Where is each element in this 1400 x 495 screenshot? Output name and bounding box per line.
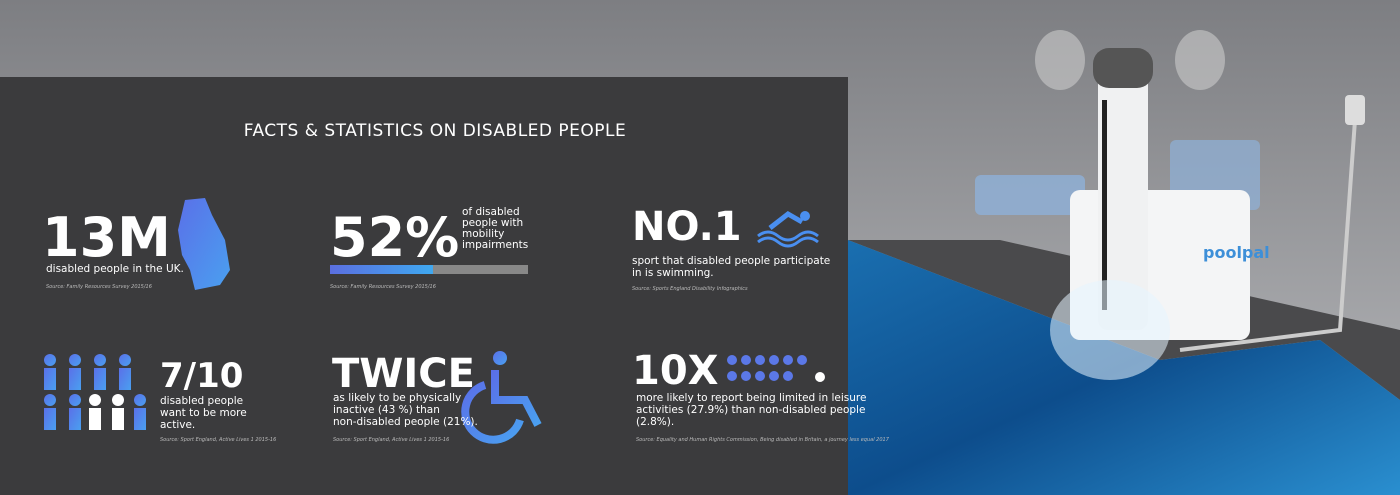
- brand-logo: poolpal: [1203, 243, 1270, 262]
- device-cap: [1093, 48, 1153, 88]
- stat-text: disabled people: [160, 395, 243, 407]
- stat-text: (2.8%).: [636, 416, 674, 428]
- stat-figure: 52%: [330, 206, 459, 269]
- stat-text: sport that disabled people participate: [632, 255, 830, 267]
- wheelchair-icon: [461, 351, 542, 444]
- stat-text: activities (27.9%) than non-disabled peo…: [636, 404, 865, 416]
- control: [1345, 95, 1365, 125]
- stat-text: of disabled: [462, 206, 520, 218]
- swimmer-icon: [757, 230, 819, 248]
- stat-source: Source: Sports England Disability Infogr…: [632, 286, 748, 292]
- rail: [1179, 119, 1357, 352]
- stat-figure: NO.1: [632, 204, 742, 250]
- swimmer-icon: [800, 211, 810, 221]
- seat: [975, 175, 1085, 215]
- stat-text: as likely to be physically: [333, 392, 461, 404]
- stat-source: Source: Sport England, Active Lives 1 20…: [333, 437, 449, 443]
- dots-icon: [727, 355, 825, 382]
- silhouette: [1035, 30, 1085, 90]
- stat-source: Source: Family Resources Survey 2015/16: [330, 284, 436, 290]
- stat-figure: 7/10: [160, 356, 243, 396]
- stat-text: disabled people in the UK.: [46, 263, 184, 275]
- stat-text: people with: [462, 217, 523, 229]
- stat-source: Source: Equality and Human Rights Commis…: [636, 437, 890, 443]
- stat-source: Source: Sport England, Active Lives 1 20…: [160, 437, 276, 443]
- silhouette: [1050, 280, 1170, 380]
- title: FACTS & STATISTICS ON DISABLED PEOPLE: [244, 121, 627, 141]
- strap: [1102, 100, 1107, 310]
- stat-source: Source: Family Resources Survey 2015/16: [46, 284, 152, 290]
- device-column: [1098, 60, 1148, 330]
- silhouette: [1175, 30, 1225, 90]
- people-icons: [44, 354, 146, 430]
- stat-figure: 13M: [42, 206, 171, 269]
- stat-figure: 10X: [632, 348, 719, 394]
- stat-figure: TWICE: [332, 351, 475, 397]
- swimmer-icon: [768, 210, 804, 230]
- stat-text: inactive (43 %) than: [333, 404, 440, 416]
- people-icons: [89, 394, 124, 430]
- stat-text: in is swimming.: [632, 267, 714, 279]
- uk-map-icon: [178, 198, 230, 290]
- progress-fill: [330, 265, 433, 274]
- stat-text: more likely to report being limited in l…: [636, 392, 866, 404]
- stat-text: impairments: [462, 239, 528, 251]
- stat-text: want to be more: [160, 407, 247, 419]
- stat-text: active.: [160, 419, 195, 431]
- stat-text: non-disabled people (21%).: [333, 416, 478, 428]
- stat-text: mobility: [462, 228, 504, 240]
